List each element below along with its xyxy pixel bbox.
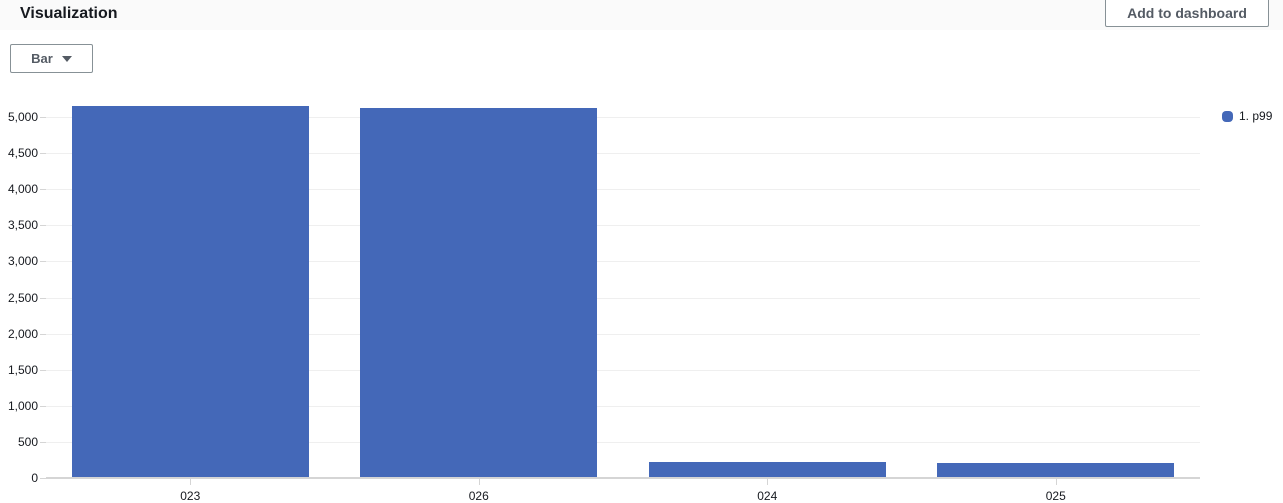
y-tick — [40, 153, 46, 155]
x-tick — [1055, 479, 1057, 485]
legend-marker-icon — [1222, 110, 1233, 122]
bar[interactable] — [71, 106, 309, 478]
y-tick — [40, 297, 46, 299]
page-title: Visualization — [20, 5, 118, 22]
x-tick-label: 024 — [757, 489, 778, 503]
y-tick — [40, 441, 46, 443]
y-gridline — [46, 117, 1200, 118]
bar[interactable] — [360, 108, 598, 478]
chart-type-dropdown[interactable]: Bar — [10, 44, 93, 73]
bar[interactable] — [937, 463, 1175, 478]
y-tick — [40, 225, 46, 227]
y-tick — [40, 478, 46, 479]
y-gridline — [46, 333, 1200, 335]
y-tick-label: 500 — [17, 434, 38, 449]
x-tick-label: 023 — [180, 489, 201, 503]
y-tick — [40, 261, 46, 263]
y-gridline — [46, 297, 1200, 299]
y-gridline — [46, 189, 1200, 191]
y-tick-label: 2,500 — [7, 290, 38, 305]
y-tick — [40, 333, 46, 335]
x-tick — [767, 479, 769, 485]
y-tick-label: 2,000 — [7, 326, 38, 341]
caret-down-icon — [61, 55, 72, 62]
y-tick-label: 1,000 — [7, 398, 38, 413]
y-gridline — [46, 261, 1200, 263]
y-tick-label: 5,000 — [7, 110, 38, 124]
y-tick-label: 4,500 — [7, 146, 38, 161]
y-tick-label: 1,500 — [7, 362, 38, 377]
y-tick — [40, 117, 46, 118]
x-tick — [190, 479, 192, 485]
panel-header: Visualization — [0, 0, 1283, 30]
y-tick — [40, 189, 46, 191]
y-tick-label: 0 — [31, 471, 38, 485]
bar[interactable] — [648, 462, 886, 478]
x-axis-line — [46, 477, 1200, 479]
x-tick — [478, 479, 480, 485]
x-tick-label: 025 — [1045, 489, 1066, 503]
legend: 1. p99 — [1222, 109, 1272, 123]
y-tick — [40, 405, 46, 407]
y-gridline — [46, 225, 1200, 227]
add-to-dashboard-button[interactable]: Add to dashboard — [1105, 0, 1269, 27]
y-gridline — [46, 153, 1200, 155]
y-tick-label: 3,000 — [7, 254, 38, 269]
chart-type-value: Bar — [31, 51, 53, 66]
y-gridline — [46, 405, 1200, 407]
y-gridline — [46, 441, 1200, 443]
y-tick — [40, 369, 46, 371]
y-tick-label: 4,000 — [7, 182, 38, 197]
legend-item-label[interactable]: 1. p99 — [1239, 109, 1273, 123]
y-gridline — [46, 369, 1200, 371]
y-tick-label: 3,500 — [7, 218, 38, 233]
x-tick-label: 026 — [468, 489, 489, 503]
